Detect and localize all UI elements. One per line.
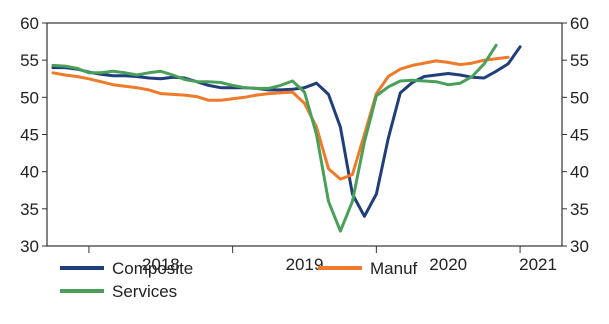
y-left-tick-label: 60 bbox=[20, 14, 39, 33]
y-left-tick-label: 30 bbox=[20, 237, 39, 256]
y-left-tick-label: 50 bbox=[20, 88, 39, 107]
legend-label-services: Services bbox=[112, 282, 177, 301]
y-right-tick-label: 55 bbox=[570, 51, 589, 70]
y-right-tick-label: 30 bbox=[570, 237, 589, 256]
series-lines bbox=[51, 43, 522, 233]
y-right-tick-label: 35 bbox=[570, 200, 589, 219]
x-tick-label: 2018 bbox=[142, 255, 180, 274]
x-axis-tick-labels: 2018 2019 2020 2021 bbox=[142, 255, 557, 274]
x-tick-label: 2021 bbox=[519, 255, 557, 274]
y-right-tick-label: 45 bbox=[570, 126, 589, 145]
y-axis-right-tick-labels: 30 35 40 45 50 55 60 bbox=[570, 14, 589, 256]
series-line-composite bbox=[51, 45, 522, 218]
y-right-tick-label: 40 bbox=[570, 163, 589, 182]
legend-label-composite: Composite bbox=[112, 259, 193, 278]
plot-frame bbox=[46, 22, 563, 247]
y-left-tick-label: 35 bbox=[20, 200, 39, 219]
legend: Composite Manuf Services bbox=[60, 259, 418, 301]
x-tick-label: 2019 bbox=[286, 255, 324, 274]
series-line-services bbox=[51, 43, 498, 233]
x-tick-label: 2020 bbox=[429, 255, 467, 274]
y-left-tick-label: 40 bbox=[20, 163, 39, 182]
y-axis-left-tick-labels: 30 35 40 45 50 55 60 bbox=[20, 14, 39, 256]
y-right-tick-label: 60 bbox=[570, 14, 589, 33]
series-line-manuf bbox=[51, 55, 510, 181]
legend-label-manuf: Manuf bbox=[370, 259, 418, 278]
axes bbox=[42, 22, 567, 253]
y-left-tick-label: 45 bbox=[20, 126, 39, 145]
y-left-tick-label: 55 bbox=[20, 51, 39, 70]
y-right-tick-label: 50 bbox=[570, 88, 589, 107]
